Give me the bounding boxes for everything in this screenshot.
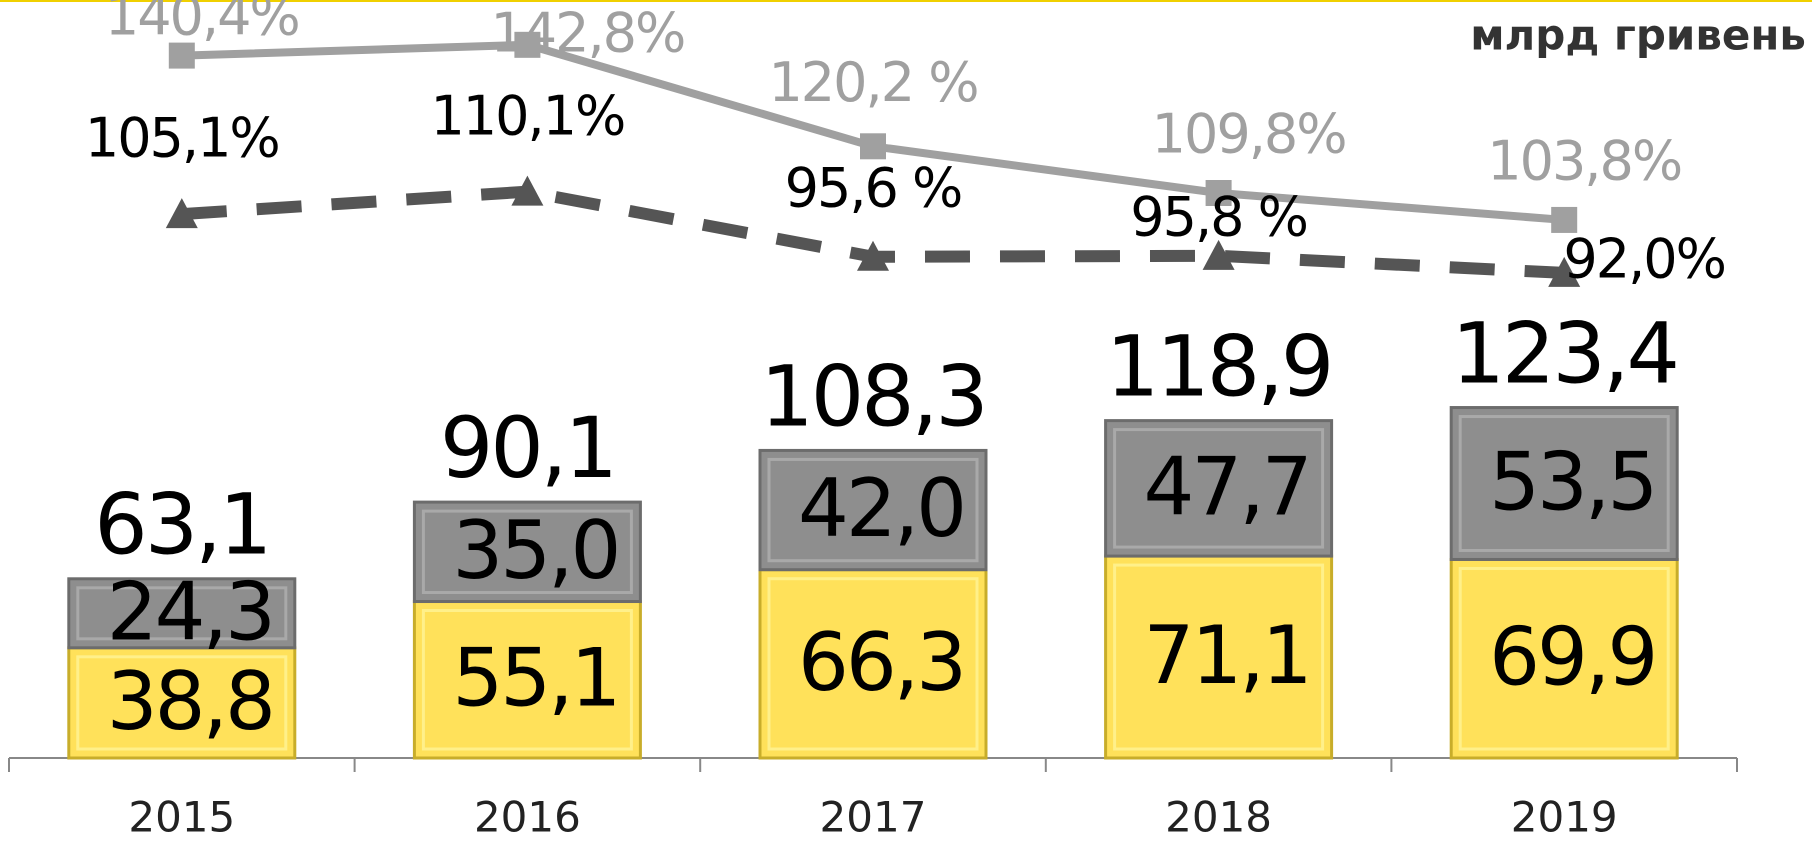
line-value-label: 142,8% xyxy=(490,1,684,64)
line-value-label: 103,8% xyxy=(1487,130,1681,193)
line-marker xyxy=(514,31,541,58)
bar-bevel xyxy=(1458,415,1670,552)
line-value-label: 95,8 % xyxy=(1130,185,1307,248)
x-tick-label: 2019 xyxy=(1511,793,1618,841)
bar-value-label: 47,7 xyxy=(1144,440,1310,533)
bar-bevel xyxy=(421,609,633,751)
bar-segment xyxy=(412,500,642,604)
line-value-label: 92,0% xyxy=(1563,228,1725,291)
bar-value-label: 53,5 xyxy=(1489,435,1655,528)
bar-value-label: 42,0 xyxy=(798,462,964,555)
x-tick-label: 2016 xyxy=(474,793,581,841)
line-marker xyxy=(511,175,544,206)
bar-value-label: 35,0 xyxy=(452,504,618,597)
bar-bevel xyxy=(1113,563,1325,751)
line-marker xyxy=(1548,256,1581,287)
line-value-label: 140,4% xyxy=(105,0,299,47)
bar-value-label: 69,9 xyxy=(1489,611,1655,704)
line-value-label: 95,6 % xyxy=(785,156,962,219)
bar-bevel xyxy=(1113,428,1325,549)
bar-segment xyxy=(67,577,297,650)
bar-bevel xyxy=(767,577,979,751)
line-value-label: 105,1% xyxy=(85,107,279,170)
bar-bevel xyxy=(76,655,288,751)
line-marker xyxy=(857,240,889,271)
bar-value-label: 38,8 xyxy=(107,655,273,748)
total-label: 123,4 xyxy=(1451,304,1676,402)
bar-value-label: 55,1 xyxy=(452,632,618,725)
bar-bevel xyxy=(421,509,633,595)
line-marker xyxy=(1202,239,1235,270)
bar-bevel xyxy=(1458,566,1670,751)
bar-value-label: 24,3 xyxy=(107,565,273,658)
line-value-label: 110,1% xyxy=(430,84,624,147)
line-marker xyxy=(1205,179,1232,206)
bar-value-label: 71,1 xyxy=(1144,609,1310,702)
x-tick-label: 2015 xyxy=(128,793,235,841)
x-tick-label: 2018 xyxy=(1165,793,1272,841)
total-label: 63,1 xyxy=(94,476,269,574)
bar-segment xyxy=(1449,406,1679,561)
bar-segment xyxy=(758,568,988,760)
bar-segment xyxy=(758,448,988,572)
line-marker xyxy=(165,198,198,229)
line-marker xyxy=(168,42,195,69)
unit-label: млрд гривень xyxy=(1470,11,1806,60)
x-tick-label: 2017 xyxy=(820,793,927,841)
bar-value-label: 66,3 xyxy=(798,616,964,709)
total-label: 118,9 xyxy=(1106,318,1331,416)
total-label: 108,3 xyxy=(760,347,985,445)
bar-bevel xyxy=(76,586,288,641)
bar-segment xyxy=(67,646,297,760)
total-label: 90,1 xyxy=(440,399,615,497)
line-marker xyxy=(860,133,886,160)
line-value-label: 120,2 % xyxy=(768,51,977,114)
line-marker xyxy=(1551,206,1578,233)
line-value-label: 109,8% xyxy=(1152,103,1346,166)
bar-bevel xyxy=(767,457,979,563)
bar-segment xyxy=(1449,557,1679,760)
bar-segment xyxy=(412,600,642,760)
bar-segment xyxy=(1104,419,1334,558)
